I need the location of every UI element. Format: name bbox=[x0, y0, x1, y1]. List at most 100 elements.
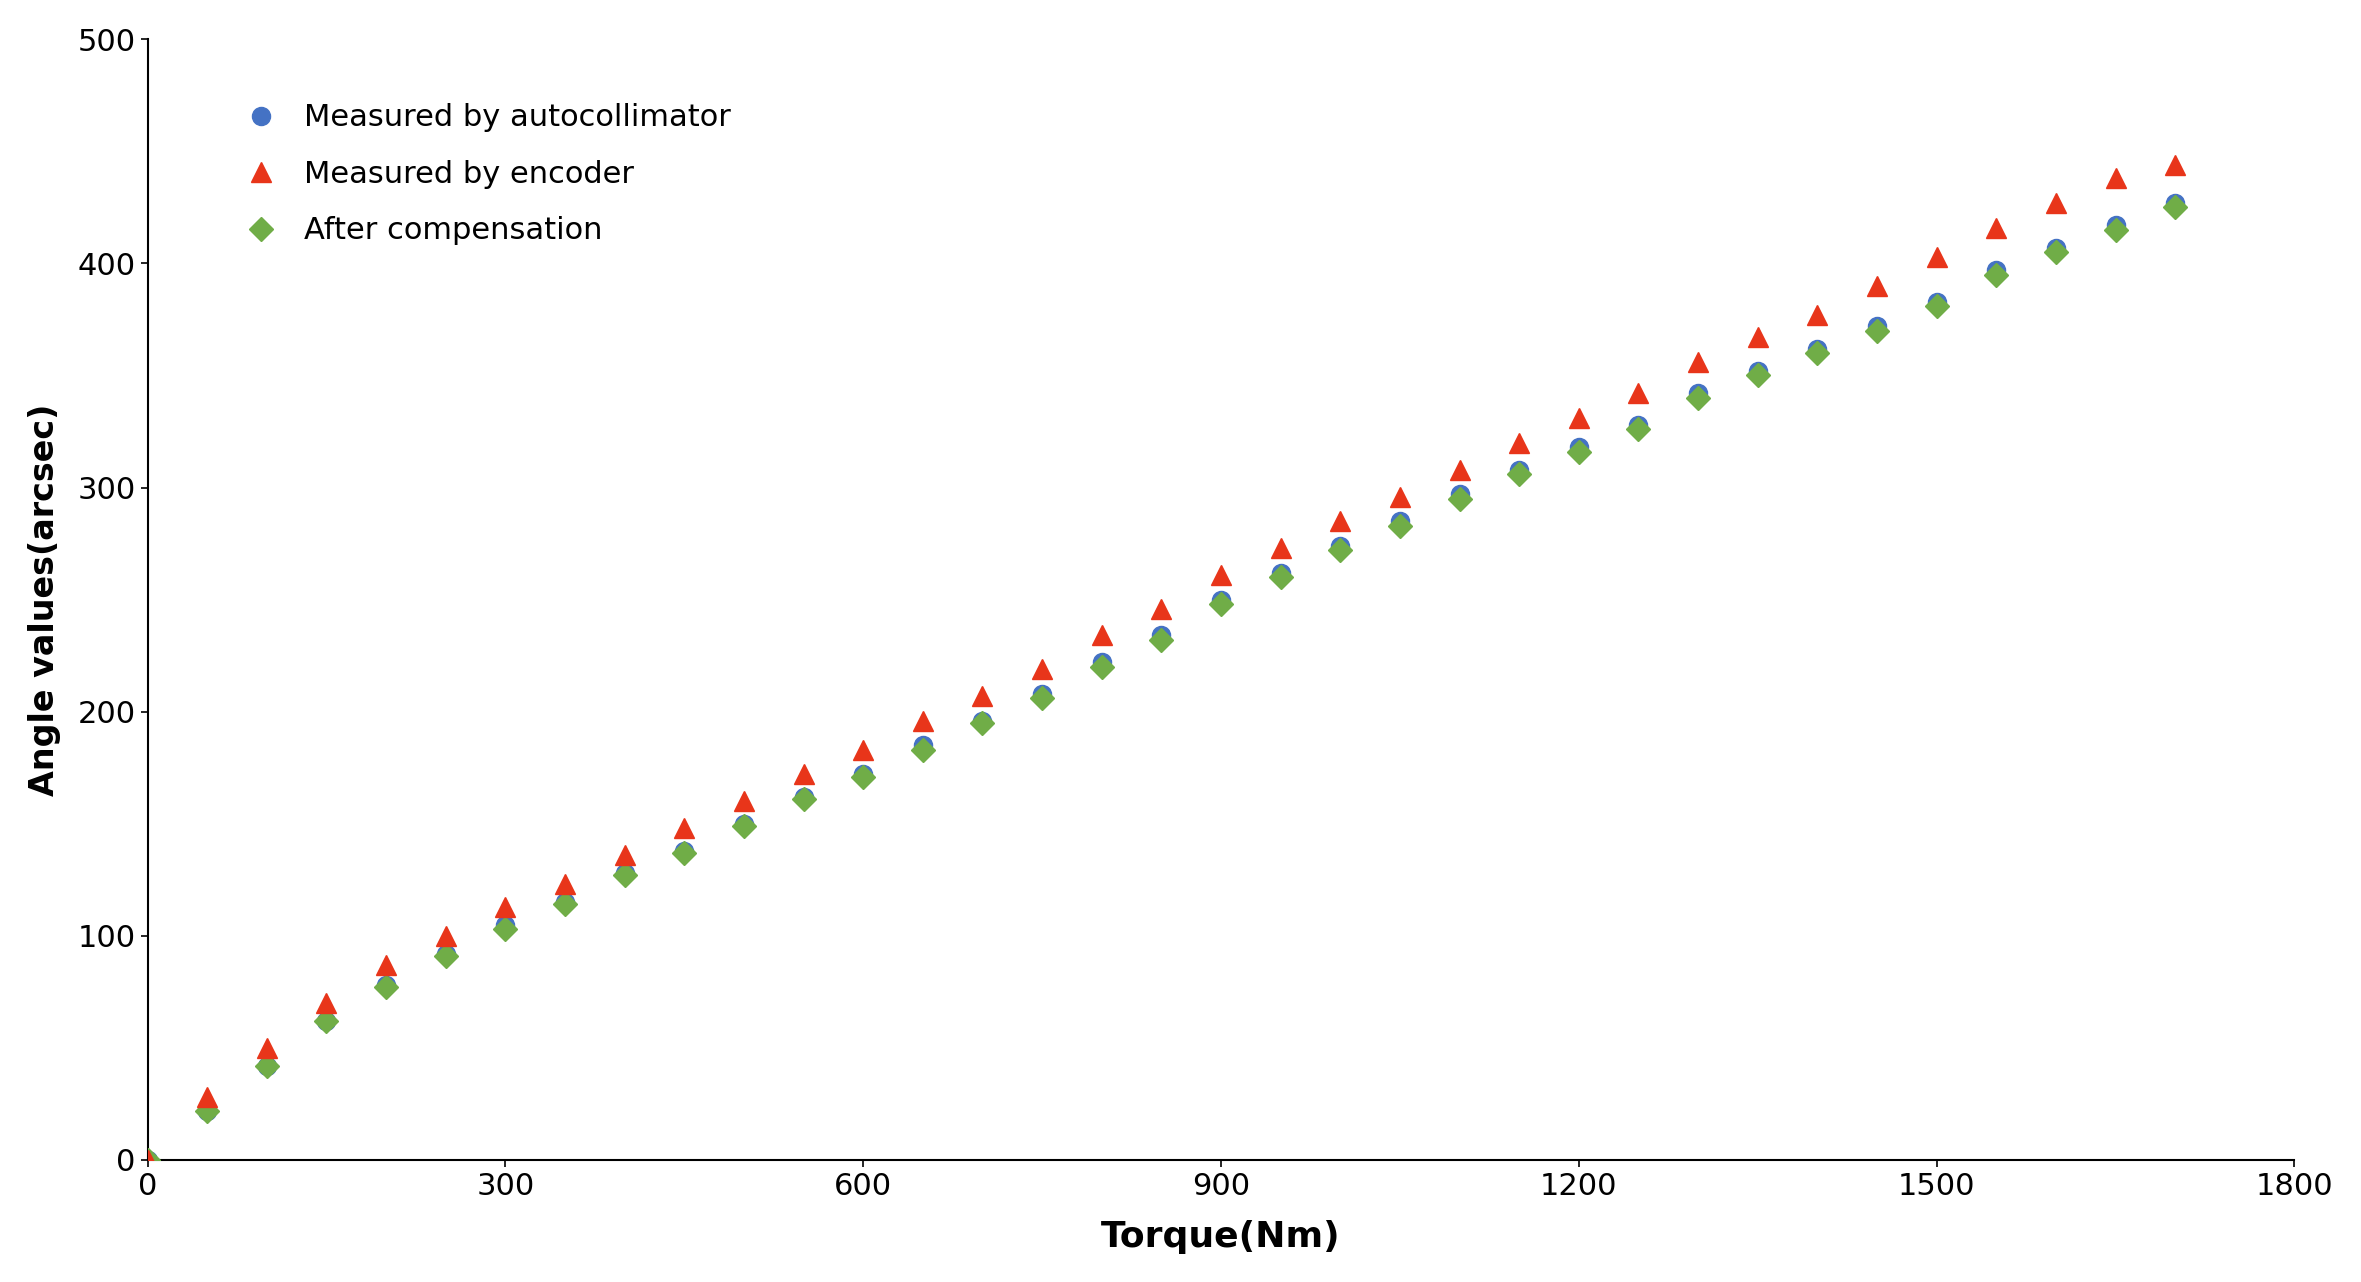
Measured by autocollimator bbox=[1088, 655, 1117, 670]
After compensation bbox=[1386, 518, 1414, 533]
Measured by encoder bbox=[1922, 249, 1950, 264]
Measured by encoder bbox=[491, 899, 519, 914]
Measured by autocollimator bbox=[2160, 195, 2189, 210]
Measured by autocollimator bbox=[1863, 318, 1891, 333]
Measured by autocollimator bbox=[850, 767, 878, 782]
After compensation bbox=[1804, 345, 1832, 360]
After compensation bbox=[132, 1153, 161, 1168]
After compensation bbox=[253, 1058, 281, 1073]
After compensation bbox=[312, 1013, 340, 1028]
After compensation bbox=[194, 1103, 222, 1118]
Measured by autocollimator bbox=[550, 895, 578, 910]
After compensation bbox=[2042, 245, 2071, 260]
Measured by encoder bbox=[2101, 171, 2130, 186]
After compensation bbox=[491, 922, 519, 937]
After compensation bbox=[730, 818, 758, 833]
Measured by encoder bbox=[1265, 541, 1294, 556]
After compensation bbox=[968, 715, 996, 731]
Measured by encoder bbox=[1027, 662, 1055, 677]
Measured by autocollimator bbox=[730, 817, 758, 832]
After compensation bbox=[1088, 659, 1117, 674]
Measured by autocollimator bbox=[2101, 218, 2130, 233]
After compensation bbox=[1742, 368, 1771, 383]
Measured by encoder bbox=[132, 1153, 161, 1168]
Measured by encoder bbox=[2160, 158, 2189, 173]
After compensation bbox=[850, 769, 878, 785]
Measured by encoder bbox=[1088, 628, 1117, 644]
Measured by encoder bbox=[1742, 329, 1771, 345]
After compensation bbox=[909, 742, 937, 758]
Measured by encoder bbox=[968, 688, 996, 704]
After compensation bbox=[611, 868, 640, 883]
Measured by encoder bbox=[671, 820, 699, 836]
Measured by encoder bbox=[909, 713, 937, 728]
Measured by autocollimator bbox=[132, 1153, 161, 1168]
Y-axis label: Angle values(arcsec): Angle values(arcsec) bbox=[28, 404, 61, 796]
Measured by autocollimator bbox=[1742, 363, 1771, 378]
Measured by encoder bbox=[1147, 601, 1176, 617]
Measured by encoder bbox=[1804, 308, 1832, 323]
Measured by encoder bbox=[1445, 462, 1473, 477]
Measured by encoder bbox=[373, 958, 401, 973]
After compensation bbox=[1624, 422, 1653, 437]
Measured by autocollimator bbox=[312, 1013, 340, 1028]
Line: Measured by autocollimator: Measured by autocollimator bbox=[139, 194, 2184, 1169]
After compensation bbox=[432, 949, 460, 964]
After compensation bbox=[1327, 542, 1355, 558]
Measured by encoder bbox=[611, 847, 640, 863]
Measured by autocollimator bbox=[432, 946, 460, 962]
Measured by autocollimator bbox=[1327, 538, 1355, 554]
After compensation bbox=[1206, 596, 1235, 612]
Measured by encoder bbox=[1504, 435, 1532, 450]
Measured by encoder bbox=[312, 995, 340, 1010]
Measured by autocollimator bbox=[373, 977, 401, 992]
Measured by autocollimator bbox=[1683, 386, 1712, 401]
After compensation bbox=[1504, 467, 1532, 482]
Measured by encoder bbox=[1565, 410, 1594, 426]
After compensation bbox=[1983, 267, 2012, 282]
Measured by autocollimator bbox=[1445, 487, 1473, 503]
Measured by encoder bbox=[789, 767, 817, 782]
After compensation bbox=[2160, 200, 2189, 215]
Measured by encoder bbox=[194, 1090, 222, 1105]
Measured by autocollimator bbox=[789, 790, 817, 805]
Measured by autocollimator bbox=[194, 1103, 222, 1118]
Measured by autocollimator bbox=[968, 713, 996, 728]
Measured by autocollimator bbox=[671, 844, 699, 859]
After compensation bbox=[1683, 390, 1712, 405]
Line: Measured by encoder: Measured by encoder bbox=[137, 154, 2186, 1170]
Measured by autocollimator bbox=[1624, 417, 1653, 432]
Measured by encoder bbox=[730, 794, 758, 809]
Measured by encoder bbox=[2042, 195, 2071, 210]
Measured by autocollimator bbox=[491, 917, 519, 932]
Measured by encoder bbox=[1206, 567, 1235, 582]
Measured by autocollimator bbox=[1147, 628, 1176, 644]
After compensation bbox=[1922, 299, 1950, 314]
Measured by autocollimator bbox=[1386, 514, 1414, 529]
After compensation bbox=[1147, 632, 1176, 647]
After compensation bbox=[1863, 323, 1891, 338]
Measured by autocollimator bbox=[1206, 592, 1235, 608]
After compensation bbox=[1445, 491, 1473, 506]
Measured by autocollimator bbox=[909, 737, 937, 753]
After compensation bbox=[1265, 569, 1294, 585]
After compensation bbox=[1027, 691, 1055, 706]
After compensation bbox=[373, 979, 401, 995]
After compensation bbox=[1565, 444, 1594, 459]
Measured by autocollimator bbox=[1265, 565, 1294, 581]
Measured by autocollimator bbox=[1565, 440, 1594, 455]
Measured by encoder bbox=[432, 928, 460, 944]
Measured by encoder bbox=[1863, 278, 1891, 294]
Measured by encoder bbox=[253, 1040, 281, 1055]
Measured by encoder bbox=[1983, 219, 2012, 235]
Legend: Measured by autocollimator, Measured by encoder, After compensation: Measured by autocollimator, Measured by … bbox=[227, 88, 746, 260]
Measured by autocollimator bbox=[1504, 462, 1532, 477]
Measured by autocollimator bbox=[1027, 686, 1055, 701]
Measured by autocollimator bbox=[611, 865, 640, 881]
Measured by autocollimator bbox=[1983, 263, 2012, 278]
Measured by encoder bbox=[1683, 354, 1712, 369]
Measured by autocollimator bbox=[1804, 341, 1832, 356]
Measured by autocollimator bbox=[253, 1058, 281, 1073]
After compensation bbox=[789, 791, 817, 806]
Measured by autocollimator bbox=[2042, 240, 2071, 255]
